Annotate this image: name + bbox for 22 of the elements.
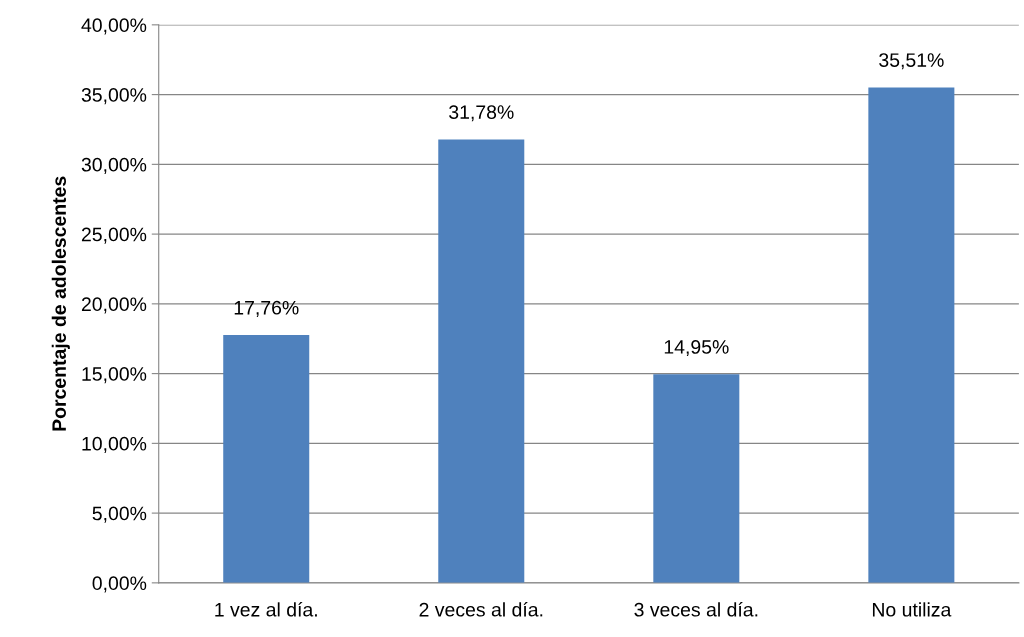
bar bbox=[438, 139, 525, 583]
y-tick-label: 40,00% bbox=[81, 18, 147, 35]
y-tick-label: 10,00% bbox=[82, 436, 147, 453]
y-tick-label: 25,00% bbox=[81, 227, 147, 244]
y-tick-label: 20,00% bbox=[81, 297, 147, 314]
y-axis-title: Porcentaje de adolescentes bbox=[51, 176, 70, 431]
x-tick-label: 1 vez al día. bbox=[215, 602, 317, 617]
x-tick-label: 3 veces al día. bbox=[634, 602, 758, 617]
x-tick-label: 2 veces al día. bbox=[419, 602, 543, 617]
bar bbox=[653, 374, 740, 583]
bar bbox=[223, 335, 310, 583]
y-tick-label: 0,00% bbox=[92, 576, 147, 593]
y-tick-label: 35,00% bbox=[81, 88, 147, 105]
data-label: 14,95% bbox=[664, 340, 729, 357]
data-label: 31,78% bbox=[449, 105, 514, 122]
bar bbox=[868, 87, 955, 583]
y-tick-label: 5,00% bbox=[92, 506, 147, 523]
data-label: 17,76% bbox=[234, 300, 299, 317]
y-tick-label: 30,00% bbox=[81, 157, 147, 174]
data-label: 35,51% bbox=[879, 53, 944, 70]
x-tick-label: No utiliza bbox=[872, 602, 952, 617]
y-tick-label: 15,00% bbox=[82, 367, 147, 384]
